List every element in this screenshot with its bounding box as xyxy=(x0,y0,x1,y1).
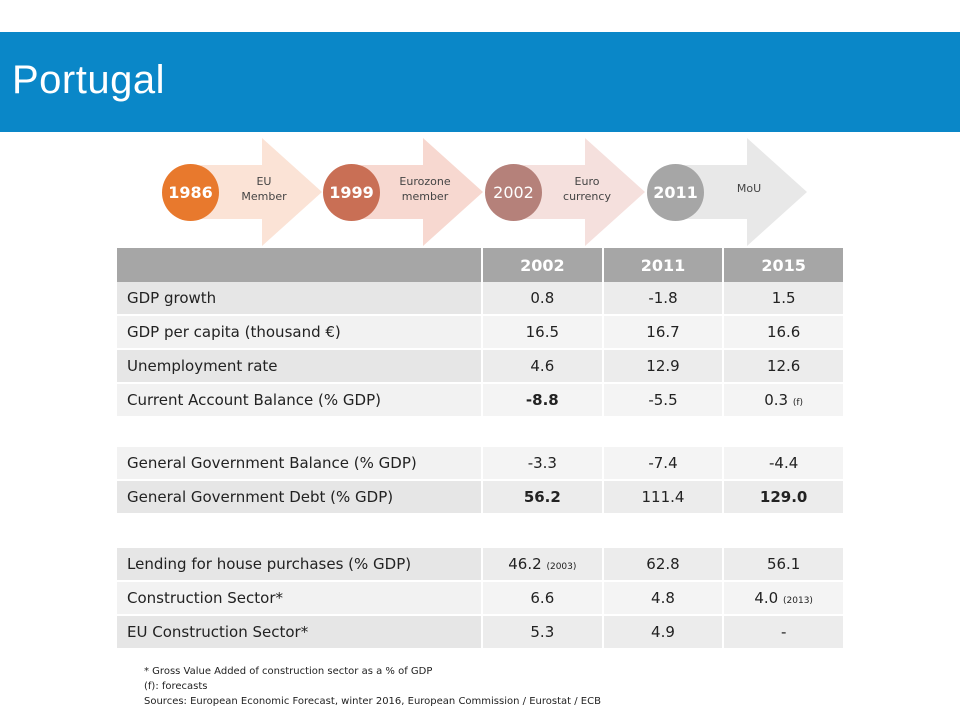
table-row: GDP growth 0.8 -1.8 1.5 xyxy=(117,282,843,316)
row-label: General Government Balance (% GDP) xyxy=(117,447,483,481)
cell-value: 5.3 xyxy=(482,615,604,650)
table-row: Construction Sector* 6.6 4.8 4.0 (2013) xyxy=(117,581,843,616)
row-label: Current Account Balance (% GDP) xyxy=(117,383,483,418)
row-label: General Government Debt (% GDP) xyxy=(117,480,483,515)
year-note: (2003) xyxy=(546,562,577,572)
cell-value: -7.4 xyxy=(602,447,725,481)
cell-value: -3.3 xyxy=(482,447,604,481)
footnote-forecast: (f): forecasts xyxy=(144,681,208,692)
cell-value: 0.8 xyxy=(482,282,604,316)
cell-value: 46.2 (2003) xyxy=(482,548,604,582)
timeline-label: EU Member xyxy=(241,175,287,203)
row-label: EU Construction Sector* xyxy=(117,615,483,650)
timeline-item-mou: 2011 MoU xyxy=(647,138,817,246)
cell-value: 4.9 xyxy=(602,615,725,650)
timeline-year: 2002 xyxy=(485,164,542,221)
timeline-label: Euro currency xyxy=(563,175,611,203)
cell-value: 56.1 xyxy=(723,548,843,582)
timeline-label: MoU xyxy=(736,182,762,195)
timeline-arrow xyxy=(353,138,483,246)
row-label: Unemployment rate xyxy=(117,349,483,384)
timeline-item-euro-currency: 2002 Euro currency xyxy=(485,138,655,246)
footnotes: * Gross Value Added of construction sect… xyxy=(144,664,601,709)
header-year: 2015 xyxy=(723,248,843,282)
cell-value: -1.8 xyxy=(602,282,725,316)
cell-value: 56.2 xyxy=(482,480,604,515)
footnote-gva: * Gross Value Added of construction sect… xyxy=(144,666,433,677)
table-header-row: 2002 2011 2015 xyxy=(117,248,843,282)
page-title: Portugal xyxy=(12,58,165,102)
cell-value: -8.8 xyxy=(482,383,604,418)
cell-value: 0.3 (f) xyxy=(723,383,843,418)
cell-value: 16.5 xyxy=(482,315,604,350)
title-bar: Portugal xyxy=(0,32,960,132)
timeline-arrow xyxy=(677,138,807,246)
cell-value: 12.9 xyxy=(602,349,725,384)
cell-value: 62.8 xyxy=(602,548,725,582)
header-year: 2011 xyxy=(602,248,725,282)
table-row: EU Construction Sector* 5.3 4.9 - xyxy=(117,615,843,650)
cell-value: 4.8 xyxy=(602,581,725,616)
table-row: General Government Debt (% GDP) 56.2 111… xyxy=(117,480,843,515)
table-row: Lending for house purchases (% GDP) 46.2… xyxy=(117,548,843,582)
cell-value: 4.0 (2013) xyxy=(723,581,843,616)
forecast-note: (f) xyxy=(792,398,804,408)
cell-value: - xyxy=(723,615,843,650)
economic-indicators-table: 2002 2011 2015 GDP growth 0.8 -1.8 1.5 G… xyxy=(117,248,843,418)
cell-value: 1.5 xyxy=(723,282,843,316)
table-row: General Government Balance (% GDP) -3.3 … xyxy=(117,447,843,481)
footnote-sources: Sources: European Economic Forecast, win… xyxy=(144,696,601,707)
header-blank xyxy=(117,248,483,282)
row-label: Lending for house purchases (% GDP) xyxy=(117,548,483,582)
housing-construction-table: Lending for house purchases (% GDP) 46.2… xyxy=(117,548,843,650)
timeline-arrow xyxy=(515,138,645,246)
table-row: GDP per capita (thousand €) 16.5 16.7 16… xyxy=(117,315,843,350)
table-row: Current Account Balance (% GDP) -8.8 -5.… xyxy=(117,383,843,418)
cell-value: -5.5 xyxy=(602,383,725,418)
cell-value: -4.4 xyxy=(723,447,843,481)
row-label: Construction Sector* xyxy=(117,581,483,616)
row-label: GDP growth xyxy=(117,282,483,316)
timeline-item-eu-member: 1986 EU Member xyxy=(162,138,332,246)
timeline-label: Eurozone member xyxy=(399,175,451,203)
cell-value: 4.6 xyxy=(482,349,604,384)
table-row: Unemployment rate 4.6 12.9 12.6 xyxy=(117,349,843,384)
timeline-year: 2011 xyxy=(647,164,704,221)
year-note: (2013) xyxy=(783,596,813,606)
header-year: 2002 xyxy=(482,248,604,282)
timeline-arrow xyxy=(192,138,322,246)
cell-value: 111.4 xyxy=(602,480,725,515)
government-finance-table: General Government Balance (% GDP) -3.3 … xyxy=(117,447,843,515)
cell-value: 16.6 xyxy=(723,315,843,350)
timeline-year: 1986 xyxy=(162,164,219,221)
cell-value: 6.6 xyxy=(482,581,604,616)
cell-value: 129.0 xyxy=(723,480,843,515)
timeline-year: 1999 xyxy=(323,164,380,221)
row-label: GDP per capita (thousand €) xyxy=(117,315,483,350)
timeline-item-eurozone-member: 1999 Eurozone member xyxy=(323,138,493,246)
cell-value: 16.7 xyxy=(602,315,725,350)
cell-value: 12.6 xyxy=(723,349,843,384)
